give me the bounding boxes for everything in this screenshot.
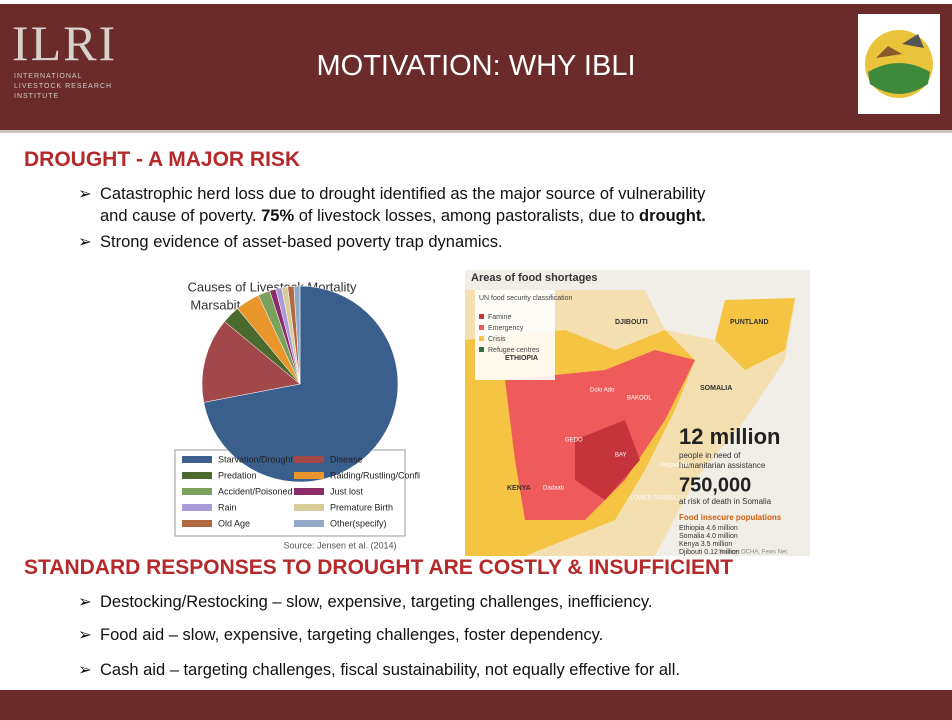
legend-swatch	[294, 488, 324, 495]
map-label: Dolo Ado	[590, 388, 615, 394]
logo-subtext: INTERNATIONAL LIVESTOCK RESEARCH INSTITU…	[14, 72, 112, 102]
legend-swatch	[294, 504, 324, 511]
section-heading: STANDARD RESPONSES TO DROUGHT ARE COSTLY…	[24, 556, 734, 579]
map-legend-label: Emergency	[488, 325, 524, 332]
bullet: Food aid – slow, expensive, targeting ch…	[78, 624, 603, 646]
pop-line: Ethiopia 4.6 million	[679, 525, 738, 532]
bullet-bold: drought.	[639, 207, 706, 225]
legend-swatch	[294, 472, 324, 479]
legend-label: Starvation/Drought	[218, 454, 294, 464]
stat: 12 million	[679, 424, 780, 449]
stat-text: humanitarian assistance	[679, 461, 766, 470]
famine-area	[575, 420, 640, 500]
stat: 750,000	[679, 474, 751, 496]
map-legend-swatch	[479, 347, 484, 352]
map-source: Source: OCHA, Fews Net	[719, 550, 788, 556]
puntland	[715, 298, 795, 370]
map-label: PUNTLAND	[730, 319, 769, 326]
legend-label: Premature Birth	[330, 502, 393, 512]
pie-slice	[201, 321, 301, 403]
chart-source: Source: Jensen et al. (2014)	[283, 540, 396, 550]
pop-title: Food insecure populations	[679, 513, 782, 522]
map: Areas of food shortages UN food security…	[465, 270, 810, 556]
bullet-text: Cash aid – targeting challenges, fiscal …	[100, 661, 680, 679]
legend-label: Accident/Poisoned	[218, 486, 293, 496]
bullet-bold: 75%	[261, 207, 295, 225]
map-legend-label: Crisis	[488, 336, 506, 343]
map-label: Mogadishu	[660, 463, 689, 469]
pie-slice	[293, 285, 301, 385]
stat-text: people in need of	[679, 451, 741, 460]
bullet: Cash aid – targeting challenges, fiscal …	[78, 659, 680, 681]
map-label: Dadaab	[543, 486, 565, 492]
pie-chart: Causes of Livestock Mortality Marsabit, …	[174, 279, 420, 550]
map-label: LOWER SHABELLE	[630, 496, 685, 502]
legend-label: Other(specify)	[330, 518, 387, 528]
bullet: Catastrophic herd loss due to drought id…	[78, 183, 920, 227]
legend-swatch	[294, 456, 324, 463]
header-band	[0, 0, 952, 133]
legend-swatch	[182, 520, 212, 527]
map-label: KENYA	[507, 485, 531, 492]
legend-label: Just lost	[330, 486, 364, 496]
map-label: SOMALIA	[700, 385, 732, 392]
map-legend-swatch	[479, 325, 484, 330]
legend-label: Rain	[218, 502, 237, 512]
bullet: Destocking/Restocking – slow, expensive,…	[78, 591, 652, 613]
legend-label: Predation	[218, 470, 257, 480]
logo-line: INTERNATIONAL	[14, 73, 83, 80]
bullet: Strong evidence of asset-based poverty t…	[78, 231, 920, 253]
legend-swatch	[182, 504, 212, 511]
map-title: Areas of food shortages	[471, 272, 598, 284]
legend-label: Disease	[330, 454, 363, 464]
map-legend-swatch	[479, 336, 484, 341]
bullet-text: Strong evidence of asset-based poverty t…	[100, 233, 503, 251]
pop-line: Djibouti 0.12 million	[679, 549, 740, 556]
map-label: ETHIOPIA	[505, 355, 538, 362]
legend-swatch	[294, 520, 324, 527]
logo-text: ILRI	[12, 15, 118, 71]
bullet-text: of livestock losses, among pastoralists,…	[294, 207, 639, 225]
map-legend-label: Refugee centres	[488, 347, 540, 354]
logo-line: LIVESTOCK RESEARCH	[14, 83, 113, 90]
legend-label: Raiding/Rustling/Conflict	[330, 470, 420, 480]
legend-label: Old Age	[218, 518, 250, 528]
section-heading: DROUGHT - A MAJOR RISK	[24, 148, 301, 171]
footer-band	[0, 690, 952, 720]
legend-swatch	[182, 472, 212, 479]
map-label: GEDO	[565, 438, 583, 444]
pop-line: Somalia 4.0 million	[679, 533, 738, 540]
map-label: BAKOOL	[627, 396, 652, 402]
bullet-text: and cause of poverty.	[100, 207, 262, 225]
top-line	[0, 0, 952, 4]
map-legend-label: Famine	[488, 314, 511, 321]
map-legend-swatch	[479, 314, 484, 319]
pie-slice	[203, 285, 399, 483]
map-label: BAY	[615, 453, 627, 459]
logo-line: INSTITUTE	[14, 93, 60, 100]
bullet-text: Destocking/Restocking – slow, expensive,…	[100, 593, 653, 611]
legend-swatch	[182, 456, 212, 463]
map-legend-title: UN food security classification	[479, 295, 572, 302]
pop-line: Kenya 3.5 million	[679, 541, 732, 548]
map-label: DJIBOUTI	[615, 319, 648, 326]
legend-swatch	[182, 488, 212, 495]
stat-text: at risk of death in Somalia	[679, 497, 772, 506]
bullet-text: Catastrophic herd loss due to drought id…	[100, 185, 706, 203]
bullet-text: Food aid – slow, expensive, targeting ch…	[100, 626, 604, 644]
slide-title: MOTIVATION: WHY IBLI	[316, 50, 636, 82]
ibli-logo	[858, 14, 940, 114]
